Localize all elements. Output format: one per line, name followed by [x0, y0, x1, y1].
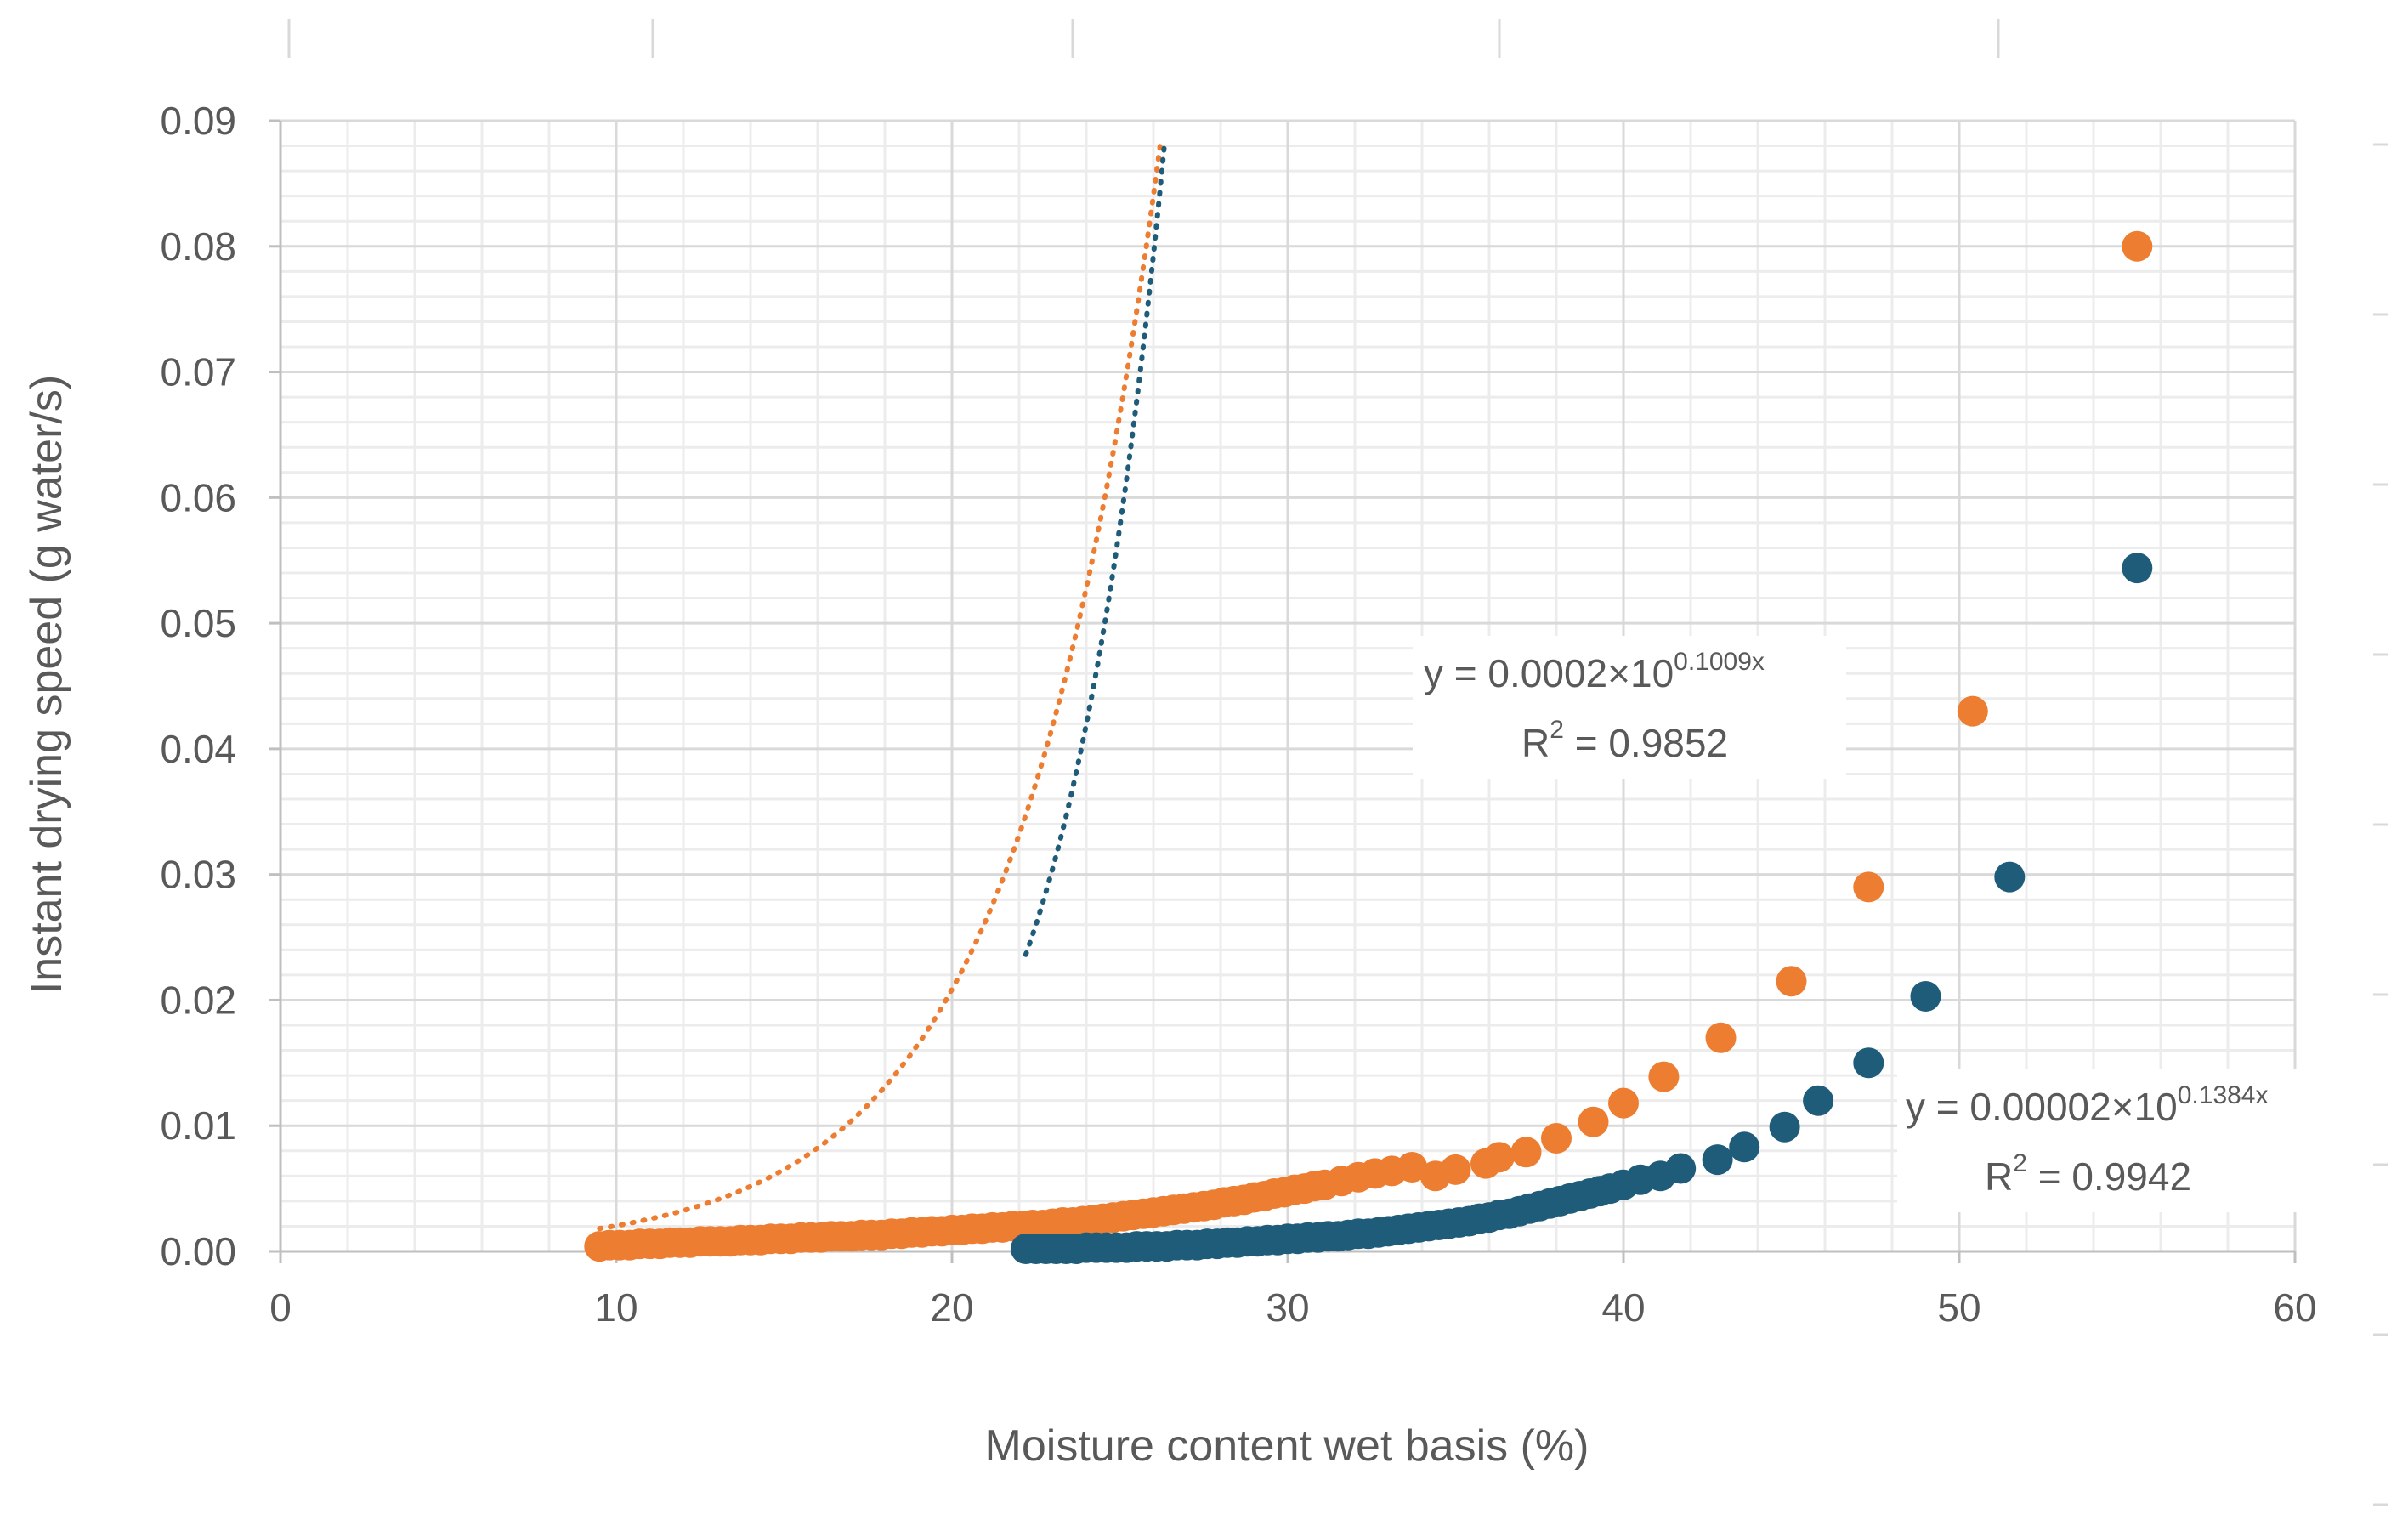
data-point-series-2: [1769, 1111, 1800, 1143]
data-point-series-1: [1648, 1061, 1680, 1092]
top-frame-ticks: [287, 19, 2000, 58]
y-tick-labels: 0.00 0.01 0.02 0.03 0.04 0.05 0.06 0.07 0.08 0.09: [160, 99, 236, 1273]
equation-box-series-1: [1413, 636, 1846, 779]
data-point-series-2: [1910, 981, 1941, 1012]
data-point-series-2: [1853, 1047, 1884, 1079]
trendline-equations: y = 0.0002×100.1009x R2 = 0.9852 y = 0.000…: [1413, 636, 2339, 1212]
y-tick-label: 0.02: [160, 978, 236, 1022]
y-tick-label: 0.09: [160, 99, 236, 143]
data-point-series-2: [1702, 1144, 1733, 1176]
r-squared-series-2: R2 = 0.9942: [1985, 1149, 2191, 1199]
x-tick-label: 20: [930, 1285, 973, 1330]
y-tick-label: 0.04: [160, 727, 236, 771]
y-tick-label: 0.08: [160, 224, 236, 269]
data-point-series-1: [1776, 966, 1807, 997]
data-point-series-2: [1994, 861, 2026, 893]
data-point-series-1: [1853, 871, 1884, 903]
y-tick-label: 0.05: [160, 601, 236, 645]
data-point-series-1: [1440, 1154, 1471, 1185]
data-point-series-1: [2122, 230, 2153, 262]
x-axis-title: Moisture content wet basis (%): [985, 1421, 1589, 1471]
data-point-series-1: [1541, 1123, 1572, 1154]
x-tick-label: 60: [2273, 1285, 2316, 1330]
trendlines: [597, 139, 1168, 1232]
trendline-equation-series-2: y = 0.00002×100.1384x: [1906, 1081, 2269, 1129]
y-axis-title: Instant drying speed (g water/s): [22, 375, 71, 994]
data-point-series-1: [1957, 695, 1988, 727]
y-tick-label: 0.03: [160, 853, 236, 897]
data-point-series-2: [1729, 1131, 1760, 1163]
equation-box-series-2: [1897, 1069, 2339, 1212]
data-point-series-2: [2122, 553, 2153, 584]
x-tick-label: 10: [594, 1285, 637, 1330]
r-squared-series-1: R2 = 0.9852: [1521, 716, 1728, 765]
trendline-series-1: [597, 139, 1164, 1232]
right-frame-ticks: [2373, 143, 2388, 1506]
data-point-series-1: [1608, 1087, 1639, 1119]
x-tick-label: 50: [1937, 1285, 1980, 1330]
x-tick-label: 0: [269, 1285, 292, 1330]
data-point-series-2: [1803, 1085, 1834, 1116]
major-gridlines: [280, 119, 2297, 1251]
data-point-series-1: [1578, 1106, 1609, 1137]
data-point-series-2: [1665, 1153, 1697, 1184]
x-tick-label: 40: [1601, 1285, 1645, 1330]
x-tick-labels: 0 10 20 30 40 50 60: [269, 1285, 2316, 1330]
y-tick-label: 0.07: [160, 350, 236, 394]
x-tick-label: 30: [1266, 1285, 1309, 1330]
y-tick-label: 0.00: [160, 1229, 236, 1273]
y-tick-label: 0.06: [160, 475, 236, 519]
data-point-series-1: [1510, 1137, 1542, 1168]
trendline-equation-series-1: y = 0.0002×100.1009x: [1424, 648, 1765, 695]
data-points: [584, 230, 2153, 1264]
data-point-series-1: [1397, 1152, 1428, 1183]
data-point-series-1: [1705, 1022, 1737, 1053]
data-point-series-1: [1483, 1142, 1515, 1173]
trendline-series-2: [1023, 139, 1168, 957]
y-tick-label: 0.01: [160, 1103, 236, 1148]
